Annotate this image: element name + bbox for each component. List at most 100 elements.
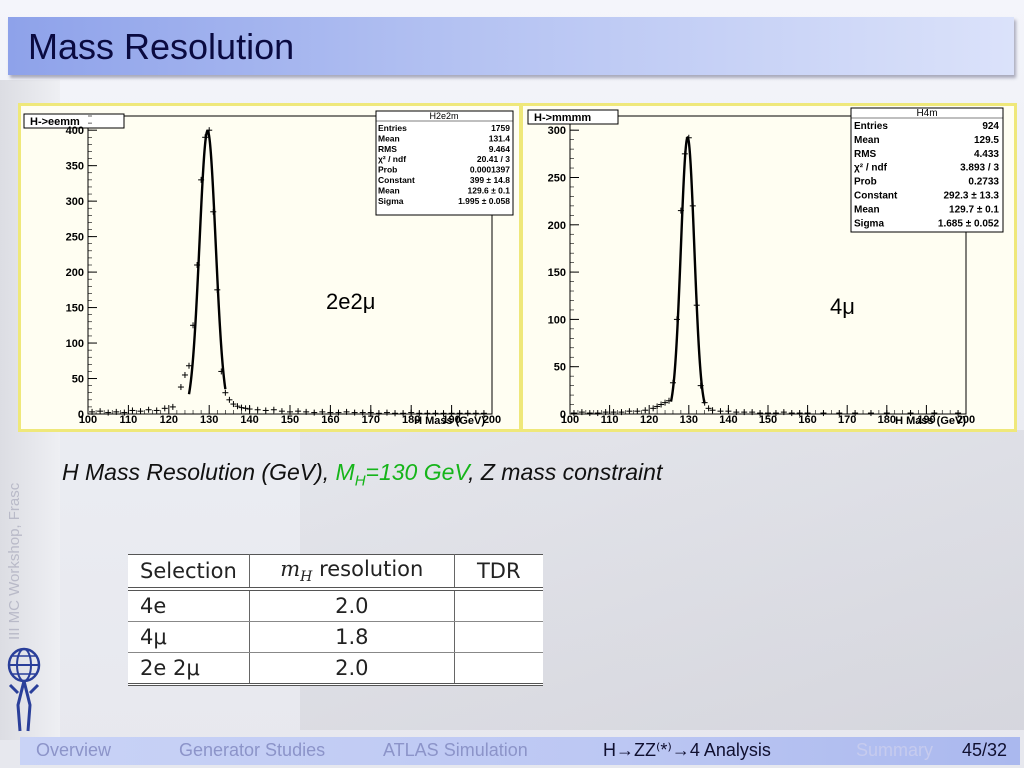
x-tick-label: 120	[160, 414, 178, 426]
hist-tag: H->mmmm	[534, 112, 591, 124]
data-point	[137, 408, 144, 415]
x-tick-label: 130	[200, 414, 218, 426]
stats-row-value: 924	[982, 121, 999, 132]
data-point	[161, 405, 168, 412]
data-point	[602, 409, 609, 416]
data-point	[97, 408, 104, 415]
resolution-header-text: resolution	[319, 557, 424, 581]
title-bar: Mass Resolution	[8, 17, 1014, 75]
data-point	[440, 410, 447, 417]
data-point	[383, 409, 390, 416]
table-cell-resolution: 1.8	[249, 621, 455, 654]
x-tick-label: 140	[719, 414, 737, 426]
nav-item-analysis[interactable]: H→ZZ⁽*⁾→4 Analysis	[603, 740, 771, 760]
x-tick-label: 100	[561, 414, 579, 426]
nav-item-summary[interactable]: Summary	[856, 740, 934, 760]
table-cell-selection: 4μ	[128, 621, 250, 654]
data-point	[804, 410, 811, 417]
hist-tag: H->eemm	[30, 116, 80, 128]
caption-pre: H Mass Resolution (GeV),	[62, 459, 336, 485]
data-point	[234, 403, 241, 410]
data-point	[717, 408, 724, 415]
data-point	[456, 410, 463, 417]
data-point	[725, 408, 732, 415]
stats-row-value: 1.995 ± 0.058	[458, 196, 510, 206]
data-point	[278, 408, 285, 415]
data-point	[270, 406, 277, 413]
data-point	[432, 410, 439, 417]
stats-row-label: Entries	[378, 123, 407, 133]
stats-row-value: 0.0001397	[470, 165, 510, 175]
data-point	[400, 410, 407, 417]
nav-item-atlas-simulation[interactable]: ATLAS Simulation	[383, 740, 528, 760]
x-tick-label: 150	[281, 414, 299, 426]
data-point	[705, 405, 712, 412]
data-point	[709, 407, 716, 414]
data-point	[836, 410, 843, 417]
slide-title: Mass Resolution	[28, 26, 295, 67]
data-point	[472, 410, 479, 417]
page-number: 45/32	[962, 740, 1008, 760]
data-point	[230, 401, 237, 408]
data-point	[408, 409, 415, 416]
data-point	[303, 408, 310, 415]
data-point	[295, 408, 302, 415]
x-tick-label: 110	[601, 414, 619, 426]
table-row: 4μ 1.8	[128, 621, 543, 654]
stats-row-label: Entries	[854, 121, 888, 132]
data-point	[89, 408, 96, 415]
data-point	[594, 410, 601, 417]
stats-row-value: 4.433	[974, 149, 999, 160]
stats-row-value: 129.7 ± 0.1	[949, 204, 999, 215]
y-tick-label: 350	[66, 161, 84, 173]
y-tick-label: 150	[66, 303, 84, 315]
table-cell-resolution: 2.0	[249, 589, 455, 623]
stats-row-label: Mean	[854, 135, 880, 146]
data-point	[867, 410, 874, 417]
x-tick-label: 150	[759, 414, 777, 426]
x-tick-label: 170	[838, 414, 856, 426]
stats-row-label: χ² / ndf	[854, 163, 888, 174]
column-header-tdr: TDR	[454, 554, 543, 592]
data-point	[955, 410, 962, 417]
y-tick-label: 150	[548, 267, 566, 279]
gaussian-fit-line	[669, 136, 706, 404]
data-point	[375, 410, 382, 417]
y-tick-label: 0	[78, 409, 84, 421]
data-point	[642, 407, 649, 414]
data-point	[287, 408, 293, 415]
nav-item-overview[interactable]: Overview	[36, 740, 112, 760]
x-tick-label: 140	[240, 414, 258, 426]
table-cell-selection: 2e 2μ	[128, 652, 250, 687]
data-point	[757, 410, 764, 417]
mh-symbol: mH	[280, 557, 313, 586]
caption-mh: MH=130 GeV	[336, 459, 469, 490]
stats-row-label: RMS	[854, 149, 877, 160]
caption-mh-sub: H	[354, 472, 366, 490]
x-tick-label: 180	[402, 414, 420, 426]
x-tick-label: 120	[640, 414, 658, 426]
stats-row-label: Mean	[854, 204, 880, 215]
y-tick-label: 200	[66, 267, 84, 279]
nav-item-generator-studies[interactable]: Generator Studies	[179, 740, 326, 760]
column-header-resolution: mH resolution	[249, 554, 455, 592]
data-point	[121, 409, 128, 416]
stats-row-label: Mean	[378, 133, 400, 143]
gaussian-fit-line	[187, 129, 227, 395]
workshop-side-label: III MC Workshop, Frasc	[6, 482, 23, 640]
resolution-table: Selection mH resolution TDR 4e 2.0 4μ 1.…	[128, 554, 543, 687]
data-point	[367, 409, 374, 416]
data-point	[796, 410, 803, 417]
data-point	[327, 409, 334, 416]
stats-row-label: Prob	[854, 177, 877, 188]
data-point	[733, 409, 740, 416]
data-point	[113, 408, 120, 415]
data-point	[335, 409, 342, 416]
data-point	[610, 409, 617, 416]
stats-row-label: Sigma	[378, 196, 404, 206]
data-point	[480, 410, 487, 417]
data-point	[105, 409, 112, 416]
atlas-logo-icon	[7, 647, 41, 732]
stats-row-value: 129.5	[974, 135, 999, 146]
data-point	[416, 410, 423, 417]
